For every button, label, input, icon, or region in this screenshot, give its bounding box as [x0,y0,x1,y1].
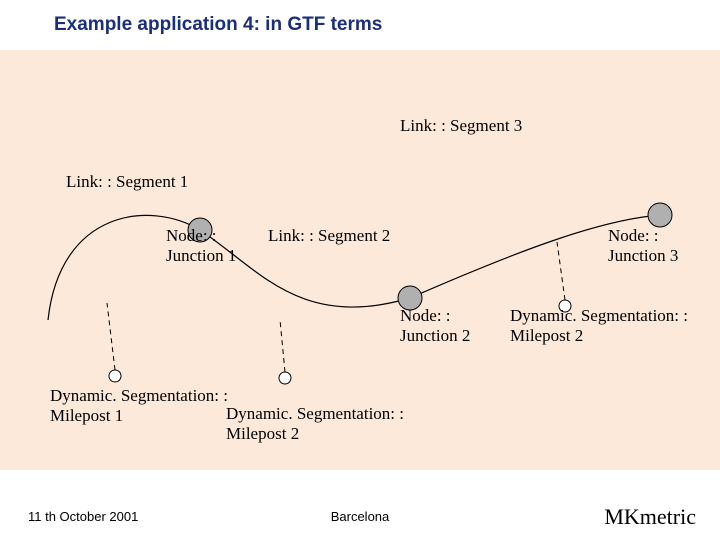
node-mp1 [109,370,121,382]
path-dash-mp1 [107,303,115,370]
node-mp2a [279,372,291,384]
footer-brand: MKmetric [604,504,696,530]
page-title: Example application 4: in GTF terms [54,14,382,36]
label-seg2: Link: : Segment 2 [268,226,390,246]
footer-location: Barcelona [331,509,390,524]
label-mp1: Dynamic. Segmentation: : Milepost 1 [50,386,228,427]
label-j1: Node: : Junction 1 [166,226,236,267]
footer-date: 11 th October 2001 [28,509,138,524]
label-seg1: Link: : Segment 1 [66,172,188,192]
label-mp2a: Dynamic. Segmentation: : Milepost 2 [226,404,404,445]
label-j2: Node: : Junction 2 [400,306,470,347]
path-dash-mp2b [557,242,565,300]
path-dash-mp2a [280,320,285,372]
label-mp2b: Dynamic. Segmentation: : Milepost 2 [510,306,688,347]
label-j3: Node: : Junction 3 [608,226,678,267]
label-seg3: Link: : Segment 3 [400,116,522,136]
node-junction3 [648,203,672,227]
diagram-canvas: Link: : Segment 3 Link: : Segment 1 Node… [0,50,720,470]
